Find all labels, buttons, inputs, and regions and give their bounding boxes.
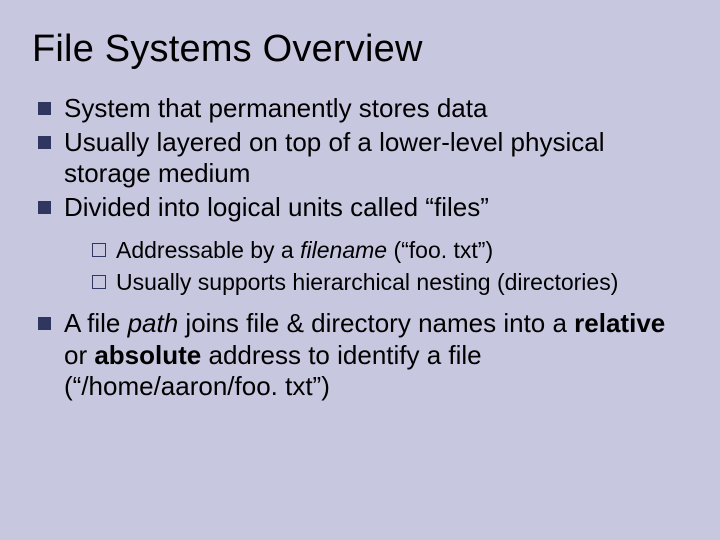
bullet-list-level2: Addressable by a filename (“foo. txt”) U… bbox=[64, 236, 688, 296]
text-fragment-bold: relative bbox=[574, 308, 665, 338]
list-item: Usually supports hierarchical nesting (d… bbox=[92, 268, 688, 296]
list-item: Usually layered on top of a lower-level … bbox=[38, 127, 688, 190]
text-fragment-italic: filename bbox=[300, 237, 387, 263]
slide-title: File Systems Overview bbox=[32, 28, 688, 71]
list-item: System that permanently stores data bbox=[38, 93, 688, 125]
list-item: Divided into logical units called “files… bbox=[38, 192, 688, 296]
text-fragment: or bbox=[64, 340, 94, 370]
text-fragment-italic: path bbox=[128, 308, 179, 338]
text-fragment: (“foo. txt”) bbox=[387, 237, 493, 263]
text-fragment: A file bbox=[64, 308, 128, 338]
text-fragment-bold: absolute bbox=[94, 340, 201, 370]
list-item-text: Divided into logical units called “files… bbox=[64, 192, 489, 222]
text-fragment: joins file & directory names into a bbox=[178, 308, 574, 338]
list-item: Addressable by a filename (“foo. txt”) bbox=[92, 236, 688, 264]
list-item: A file path joins file & directory names… bbox=[38, 308, 688, 403]
bullet-list-level1: System that permanently stores data Usua… bbox=[32, 93, 688, 403]
text-fragment: Addressable by a bbox=[116, 237, 300, 263]
